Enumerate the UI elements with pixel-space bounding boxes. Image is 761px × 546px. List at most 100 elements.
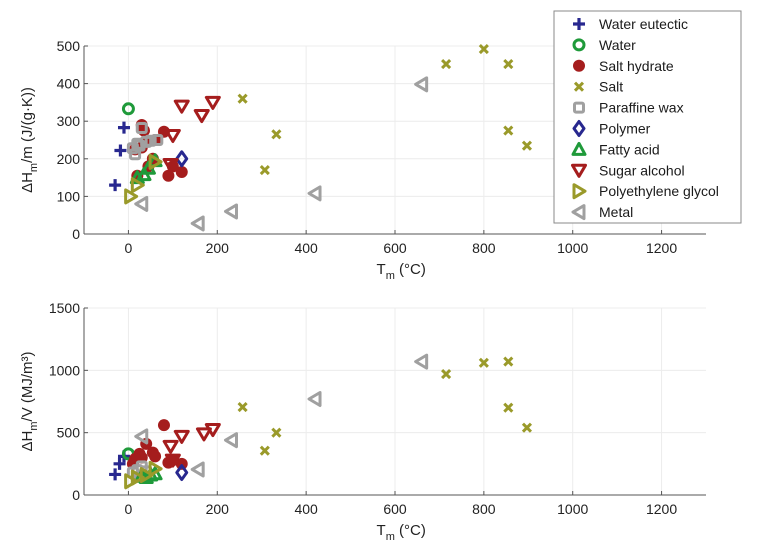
point-polyethylene-glycol [148,460,163,477]
point-salt-hydrate [149,450,162,463]
legend-item-polymer: Polymer [572,120,651,137]
point-polymer [175,464,189,482]
series-metal [134,353,429,478]
point-salt [478,357,489,368]
point-metal [190,461,205,478]
legend-item-salt-hydrate: Salt hydrate [573,58,674,74]
point-metal [414,76,429,93]
plot-bottom-volume-enthalpy: 0 200 400 600 800 1000 1200 0 500 1000 1500 Tm (°C)… [19,300,706,543]
x-axis-label: Tm (°C) [377,261,426,282]
legend-marker-water-eutectic [573,18,585,30]
legend-marker-salt [573,81,585,92]
point-salt [259,445,270,456]
point-salt [521,140,533,151]
legend-item-sugar-alcohol: Sugar alcohol [571,162,685,178]
series-polyethylene-glycol [124,153,163,205]
series-polyethylene-glycol [124,460,163,490]
x-tick-label: 1000 [557,240,588,256]
point-metal [134,195,149,212]
x-axis-label: Tm (°C) [377,522,426,543]
point-polyethylene-glycol [148,153,163,170]
y-tick-label: 200 [57,151,81,167]
x-tick-label: 800 [472,240,496,256]
data-points [109,353,533,490]
series-water-eutectic [109,121,130,192]
series-sugar-alcohol [162,95,221,172]
point-sugar-alcohol [204,95,221,110]
point-salt-hydrate [157,419,170,432]
legend-label: Fatty acid [599,141,660,157]
legend-label: Salt hydrate [599,58,674,74]
x-tick-label: 600 [383,240,407,256]
series-water [121,102,135,116]
series-salt [237,356,533,456]
point-metal [224,203,239,220]
legend-label: Sugar alcohol [599,162,685,178]
point-salt [503,125,514,136]
point-sugar-alcohol [193,109,210,124]
point-sugar-alcohol [164,453,181,468]
point-salt [237,402,248,413]
point-salt [271,129,282,140]
x-tick-label: 1200 [646,501,677,517]
series-salt [237,43,533,176]
point-polyethylene-glycol [139,467,154,484]
point-water-eutectic [109,179,122,192]
point-sugar-alcohol [162,439,179,454]
series-polymer [175,464,189,482]
legend-item-polyethylene-glycol: Polyethylene glycol [572,183,719,200]
legend-label: Salt [599,79,623,95]
point-sugar-alcohol [164,128,181,143]
point-water-eutectic [113,457,126,470]
x-tick-label: 400 [294,501,318,517]
point-polyethylene-glycol [130,469,145,486]
legend: Water eutectic Water Salt hydrate Salt Paraf… [553,10,742,224]
point-salt [441,369,452,380]
legend-marker-polymer [572,120,586,137]
point-salt [521,422,533,433]
point-salt [503,356,514,367]
point-salt [478,43,489,55]
point-salt [259,165,270,176]
point-polyethylene-glycol [124,188,139,205]
y-tick-label: 500 [57,38,81,54]
y-tick-label: 300 [57,113,81,129]
legend-label: Water [599,37,636,53]
y-tick-label: 1500 [49,300,80,316]
legend-item-salt: Salt [573,79,623,95]
legend-item-paraffine-wax: Paraffine wax [573,100,684,116]
point-salt [503,402,514,413]
series-paraffine-wax [126,121,164,161]
series-water-eutectic [109,450,130,481]
legend-label: Polymer [599,121,651,137]
legend-item-fatty-acid: Fatty acid [571,141,660,157]
point-salt [441,58,452,70]
point-sugar-alcohol [162,157,179,172]
legend-marker-fatty-acid [571,141,587,156]
point-metal [190,215,205,232]
y-tick-label: 500 [57,425,81,441]
point-water [121,102,135,116]
point-salt [271,427,282,438]
point-metal [307,391,322,408]
x-tick-label: 800 [472,501,496,517]
legend-item-metal: Metal [571,204,633,221]
point-water-eutectic [114,144,127,157]
x-tick-label: 1200 [646,240,677,256]
legend-label: Paraffine wax [599,100,684,116]
legend-item-water: Water [572,37,636,53]
legend-marker-metal [571,204,586,221]
y-axis-label: ΔHm/m (J/(g·K)) [19,87,40,193]
plot-top-mass-enthalpy: 0 200 400 600 800 1000 1200 0 100 200 300 400 500 Tm … [19,38,706,282]
point-metal [307,185,322,202]
point-paraffine-wax [151,134,164,146]
series-polymer [175,150,189,168]
data-points [109,43,533,232]
x-tick-label: 1000 [557,501,588,517]
point-paraffine-wax [144,134,157,147]
point-metal [414,353,429,370]
legend-item-water-eutectic: Water eutectic [573,16,688,32]
point-sugar-alcohol [173,99,190,114]
legend-label: Metal [599,204,633,220]
